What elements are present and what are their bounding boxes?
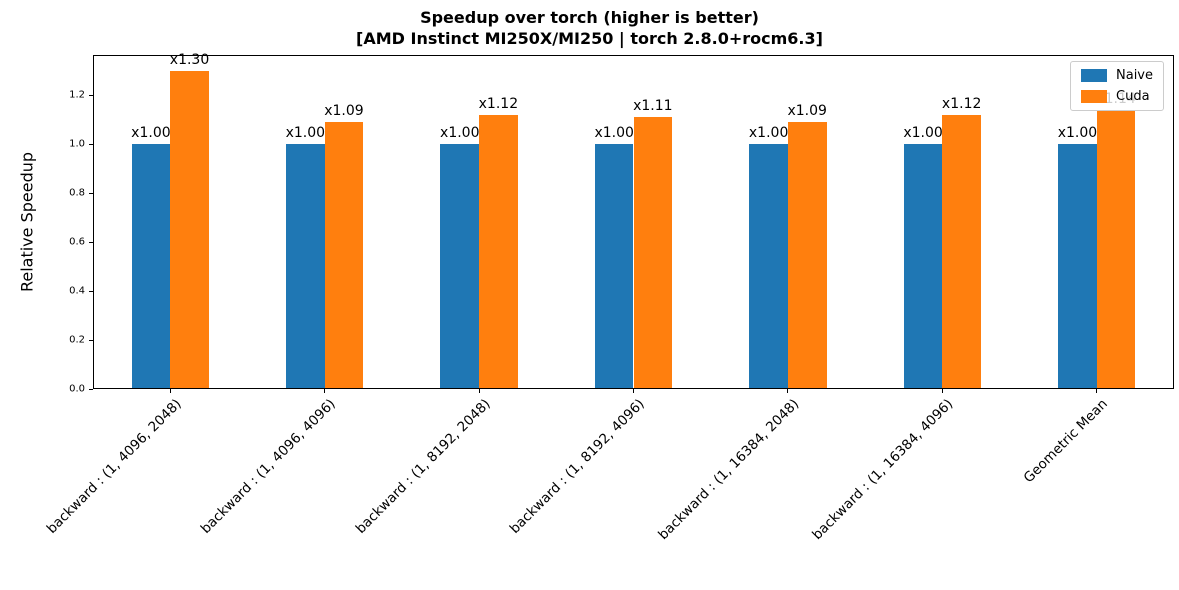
cuda-bar-1 bbox=[324, 122, 364, 389]
y-tick-mark bbox=[89, 143, 93, 145]
x-tick-mark bbox=[324, 389, 326, 393]
y-axis-label: Relative Speedup bbox=[17, 151, 37, 293]
x-tick-mark bbox=[169, 389, 171, 393]
plot-area: 0.0 0.2 0.4 0.6 0.8 1.0 1.2 backward : (1, 4096… bbox=[44, 51, 1174, 543]
y-tick-label: 0.4 bbox=[69, 285, 85, 297]
bar-value-label: x1.11 bbox=[633, 98, 673, 115]
bar-value-label: x1.12 bbox=[941, 95, 982, 112]
axis-spine-bottom bbox=[93, 388, 1174, 389]
chart-title: Speedup over torch (higher is better) [A… bbox=[0, 7, 1179, 49]
y-tick-mark bbox=[89, 192, 93, 194]
chart-title-line-2: [AMD Instinct MI250X/MI250 | torch 2.8.0… bbox=[356, 29, 823, 48]
naive-bar-4 bbox=[749, 144, 788, 389]
x-tick-mark bbox=[787, 389, 789, 393]
cuda-bar-4 bbox=[787, 122, 827, 389]
x-tick-mark bbox=[941, 389, 943, 393]
x-tick-label: backward : (1, 4096, 2048) bbox=[43, 396, 185, 538]
x-tick-label: backward : (1, 16384, 2048) bbox=[655, 396, 803, 544]
y-tick-label: 0.2 bbox=[69, 334, 85, 346]
legend-label-naive: Naive bbox=[1116, 68, 1153, 83]
naive-bar-2 bbox=[440, 144, 480, 389]
y-tick-mark bbox=[89, 290, 93, 292]
y-tick-mark bbox=[89, 339, 93, 341]
bar-value-label: x1.09 bbox=[324, 103, 364, 120]
cuda-legend-swatch-icon bbox=[1081, 90, 1107, 103]
legend-entry-naive: Naive bbox=[1081, 68, 1153, 83]
bar-value-label: x1.00 bbox=[285, 125, 326, 142]
cuda-bar-2 bbox=[479, 114, 518, 389]
naive-bar-5 bbox=[903, 144, 943, 389]
legend-label-cuda: Cuda bbox=[1116, 89, 1150, 104]
naive-bar-6 bbox=[1058, 144, 1097, 389]
x-tick-mark bbox=[478, 389, 480, 393]
x-tick-label: backward : (1, 16384, 4096) bbox=[809, 396, 957, 544]
y-tick-mark bbox=[89, 241, 93, 243]
legend-entry-cuda: Cuda bbox=[1081, 89, 1153, 104]
bar-value-label: x1.30 bbox=[169, 51, 210, 68]
cuda-bar-0 bbox=[170, 70, 209, 389]
y-tick-label: 1.0 bbox=[69, 138, 85, 150]
cuda-bar-5 bbox=[942, 114, 981, 389]
naive-bar-1 bbox=[286, 144, 325, 389]
bar-value-label: x1.00 bbox=[131, 125, 171, 142]
y-tick-label: 0.8 bbox=[69, 187, 85, 199]
x-tick-mark bbox=[1096, 389, 1098, 393]
cuda-bar-3 bbox=[633, 117, 673, 389]
axis-spine-right bbox=[1173, 55, 1174, 389]
y-tick-label: 0.6 bbox=[69, 236, 85, 248]
bar-value-label: x1.00 bbox=[440, 125, 480, 142]
chart-title-line-1: Speedup over torch (higher is better) bbox=[420, 8, 759, 27]
x-tick-label: backward : (1, 8192, 4096) bbox=[506, 396, 648, 538]
bar-value-label: x1.00 bbox=[903, 125, 943, 142]
naive-legend-swatch-icon bbox=[1081, 69, 1107, 82]
bar-value-label: x1.00 bbox=[748, 125, 789, 142]
cuda-bar-6 bbox=[1096, 110, 1136, 389]
y-tick-label: 0.0 bbox=[69, 383, 85, 395]
naive-bar-0 bbox=[131, 144, 171, 389]
naive-bar-3 bbox=[594, 144, 634, 389]
y-tick-label: 1.2 bbox=[69, 89, 85, 101]
bar-value-label: x1.00 bbox=[1057, 125, 1098, 142]
x-tick-label: Geometric Mean bbox=[1020, 396, 1112, 487]
x-tick-label: backward : (1, 4096, 4096) bbox=[197, 396, 339, 538]
bar-value-label: x1.09 bbox=[787, 103, 827, 120]
axis-spine-top bbox=[93, 55, 1174, 56]
x-tick-label: backward : (1, 8192, 2048) bbox=[352, 396, 494, 538]
legend: Naive Cuda bbox=[1070, 61, 1164, 111]
bar-value-label: x1.00 bbox=[594, 125, 634, 142]
y-tick-mark bbox=[89, 388, 93, 390]
x-tick-mark bbox=[633, 389, 634, 393]
y-tick-mark bbox=[89, 94, 93, 96]
bar-value-label: x1.12 bbox=[478, 95, 519, 112]
axis-spine-left bbox=[93, 55, 94, 389]
